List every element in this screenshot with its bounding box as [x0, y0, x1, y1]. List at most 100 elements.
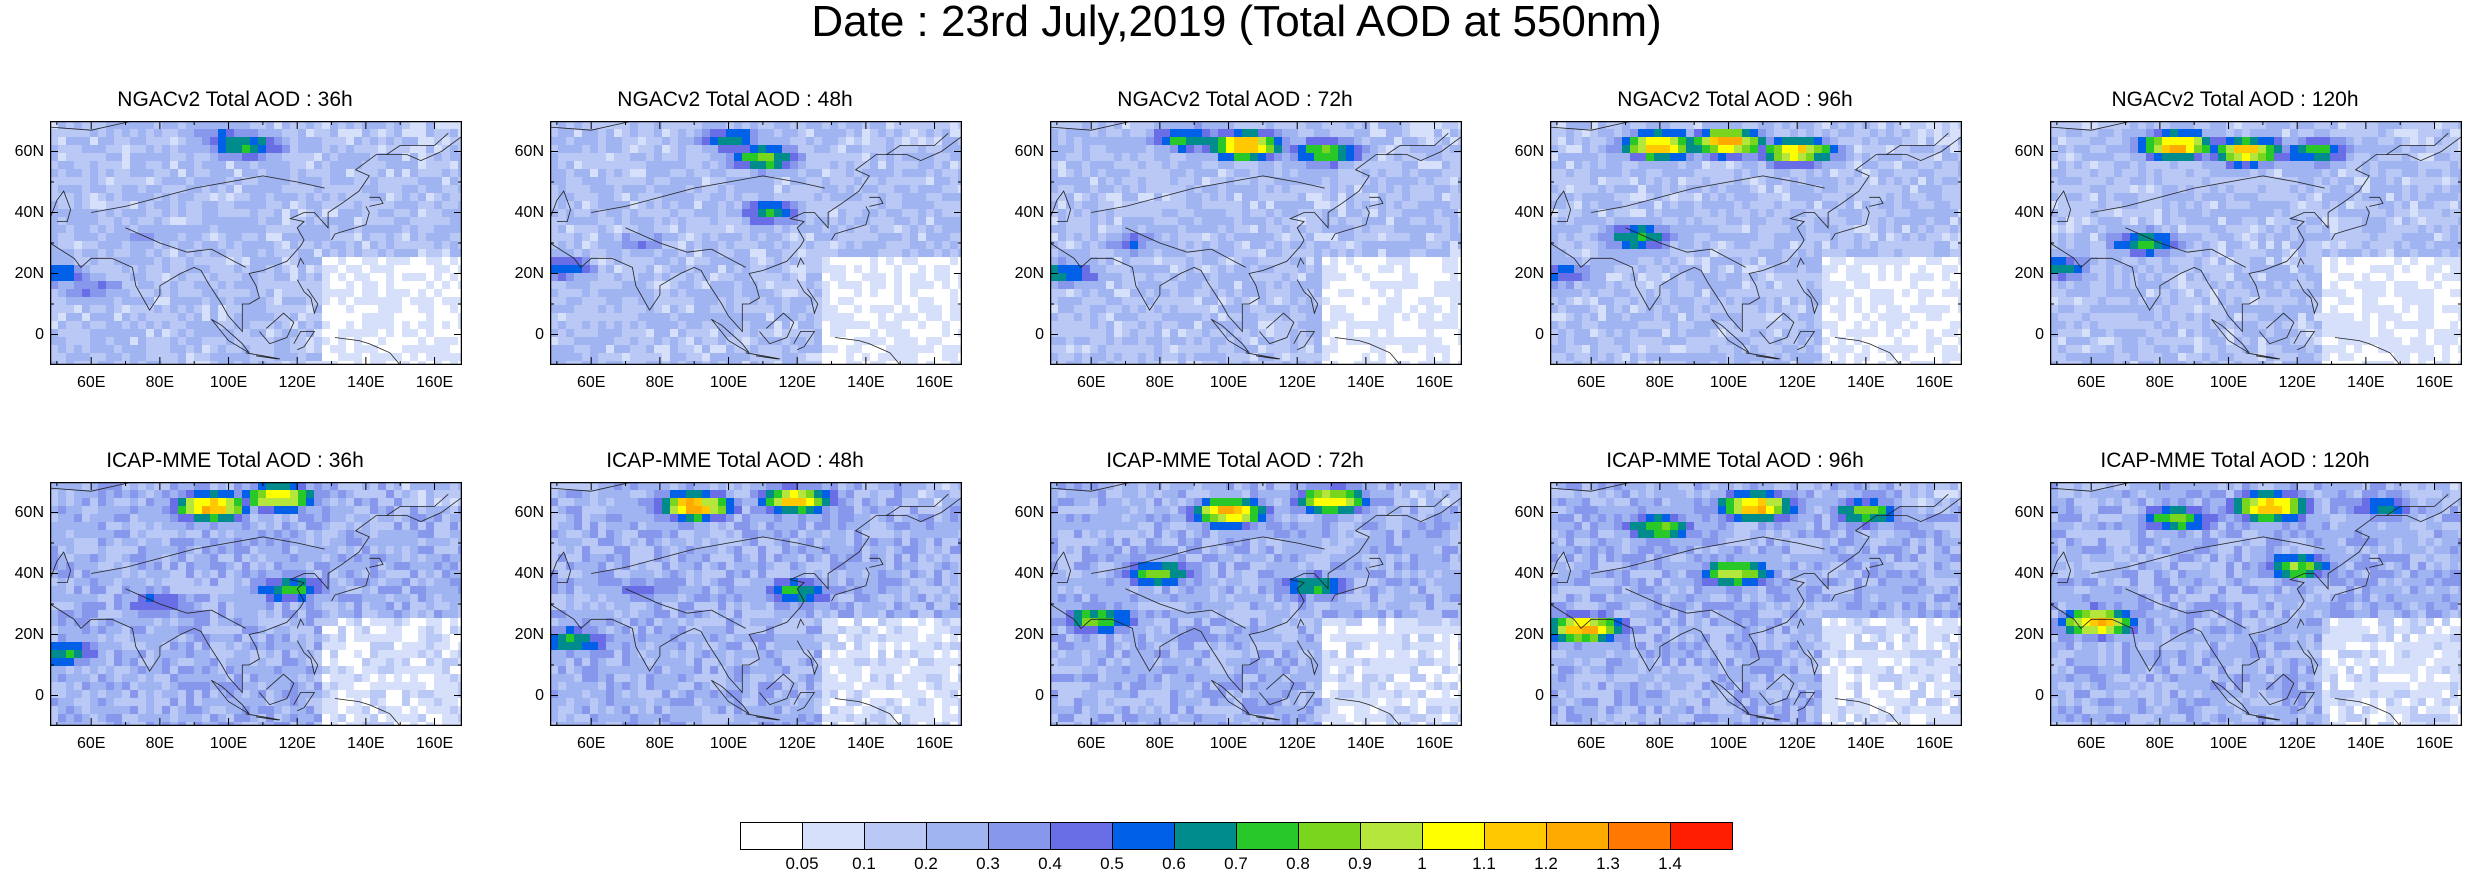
- longitude-tick-label: 160E: [915, 735, 954, 752]
- longitude-tick-label: 160E: [1415, 374, 1454, 391]
- longitude-tick-label: 160E: [1915, 735, 1954, 752]
- longitude-tick-label: 60E: [1576, 374, 1606, 391]
- latitude-tick-label: 40N: [2014, 203, 2044, 221]
- latitude-tick-label: 40N: [514, 203, 544, 221]
- longitude-tick-label: 100E: [1709, 735, 1748, 752]
- longitude-tick-label: 80E: [145, 735, 175, 752]
- latitude-tick-label: 20N: [1514, 625, 1544, 643]
- latitude-tick-label: 0: [35, 325, 44, 343]
- colorbar: 0.05 0.1 0.2 0.3 0.4 0.5 0.6 0.7 0.8 0.9 1 1.1 1.2 1.…: [740, 822, 1733, 873]
- longitude-tick-label: 60E: [2076, 735, 2106, 752]
- latitude-tick-label: 60N: [2014, 142, 2044, 160]
- latitude-tick-label: 0: [2035, 686, 2044, 704]
- latitude-tick-label: 20N: [1014, 264, 1044, 282]
- map-area: [2050, 482, 2462, 726]
- colorbar-swatch: [1360, 822, 1423, 850]
- panel-title: ICAP-MME Total AOD : 72h: [1106, 449, 1364, 472]
- latitude-tick-label: 60N: [514, 142, 544, 160]
- map-panel: NGACv2 Total AOD : 96h 60N 40N 20N 0 60E 80E 10…: [1500, 88, 1970, 408]
- map-panel: ICAP-MME Total AOD : 36h 60N 40N 20N 0 60E 80E…: [0, 449, 470, 769]
- longitude-tick-label: 160E: [2415, 735, 2454, 752]
- aod-field: [1550, 482, 1962, 726]
- longitude-tick-label: 140E: [847, 374, 885, 391]
- colorbar-swatch: [740, 822, 803, 850]
- colorbar-label: 1.4: [1658, 854, 1682, 873]
- coastlines: [1550, 482, 1962, 726]
- map-panel: ICAP-MME Total AOD : 72h 60N 40N 20N 0 60E 80E…: [1000, 449, 1470, 769]
- map-area: [1050, 121, 1462, 365]
- aod-field: [2050, 482, 2462, 726]
- longitude-tick-label: 120E: [2278, 374, 2316, 391]
- longitude-tick-label: 80E: [645, 735, 675, 752]
- panel-title: NGACv2 Total AOD : 120h: [2111, 88, 2359, 111]
- latitude-tick-label: 60N: [1014, 503, 1044, 521]
- colorbar-swatch: [802, 822, 865, 850]
- longitude-tick-label: 80E: [1145, 735, 1175, 752]
- coastlines: [550, 482, 962, 726]
- coastlines: [1050, 121, 1462, 365]
- latitude-tick-label: 60N: [14, 142, 44, 160]
- longitude-tick-label: 140E: [347, 374, 385, 391]
- map-panel: ICAP-MME Total AOD : 120h 60N 40N 20N 0 60E 80…: [2000, 449, 2470, 769]
- latitude-tick-label: 60N: [14, 503, 44, 521]
- axis-ticks: [50, 482, 462, 726]
- coastlines: [50, 121, 462, 365]
- longitude-tick-label: 60E: [1076, 374, 1106, 391]
- axis-ticks: [1550, 482, 1962, 726]
- aod-map: [1550, 482, 1962, 726]
- longitude-tick-label: 140E: [847, 735, 885, 752]
- longitude-tick-label: 120E: [1778, 735, 1816, 752]
- colorbar-swatch: [1112, 822, 1175, 850]
- latitude-tick-label: 40N: [1014, 203, 1044, 221]
- map-panel: ICAP-MME Total AOD : 48h 60N 40N 20N 0 60E 80E…: [500, 449, 970, 769]
- latitude-tick-label: 20N: [514, 625, 544, 643]
- longitude-tick-label: 80E: [1145, 374, 1175, 391]
- longitude-tick-label: 140E: [347, 735, 385, 752]
- map-panel: NGACv2 Total AOD : 72h 60N 40N 20N 0 60E 80E 10…: [1000, 88, 1470, 408]
- aod-map: [1050, 482, 1462, 726]
- longitude-tick-label: 60E: [576, 374, 606, 391]
- colorbar-swatch: [988, 822, 1051, 850]
- aod-field: [550, 482, 962, 726]
- aod-map: [50, 482, 462, 726]
- colorbar-label: 0.9: [1348, 854, 1372, 873]
- latitude-tick-label: 20N: [14, 264, 44, 282]
- colorbar-swatch: [1422, 822, 1485, 850]
- map-panel: NGACv2 Total AOD : 48h 60N 40N 20N 0 60E 80E 10…: [500, 88, 970, 408]
- longitude-tick-label: 140E: [2347, 735, 2385, 752]
- longitude-tick-label: 100E: [1209, 735, 1248, 752]
- latitude-tick-label: 20N: [2014, 264, 2044, 282]
- map-area: [1550, 482, 1962, 726]
- axis-ticks: [550, 482, 962, 726]
- aod-map: [50, 121, 462, 365]
- latitude-tick-label: 0: [1035, 325, 1044, 343]
- panel-title: NGACv2 Total AOD : 36h: [117, 88, 353, 111]
- panel-title: NGACv2 Total AOD : 72h: [1117, 88, 1353, 111]
- latitude-tick-label: 0: [1535, 325, 1544, 343]
- colorbar-swatch: [1298, 822, 1361, 850]
- longitude-tick-label: 100E: [1709, 374, 1748, 391]
- longitude-tick-label: 80E: [145, 374, 175, 391]
- panel-title: ICAP-MME Total AOD : 36h: [106, 449, 364, 472]
- aod-field: [550, 121, 962, 365]
- axis-ticks: [50, 121, 462, 365]
- longitude-tick-label: 100E: [709, 735, 748, 752]
- aod-field: [1050, 482, 1462, 726]
- longitude-tick-label: 60E: [1576, 735, 1606, 752]
- colorbar-swatch: [864, 822, 927, 850]
- aod-field: [50, 121, 462, 365]
- colorbar-swatch: [926, 822, 989, 850]
- map-area: [1050, 482, 1462, 726]
- longitude-tick-label: 80E: [1645, 374, 1675, 391]
- map-panel: ICAP-MME Total AOD : 96h 60N 40N 20N 0 60E 80E…: [1500, 449, 1970, 769]
- longitude-tick-label: 160E: [415, 374, 454, 391]
- longitude-tick-label: 100E: [209, 374, 248, 391]
- latitude-tick-label: 60N: [1514, 503, 1544, 521]
- colorbar-label: 0.1: [852, 854, 876, 873]
- longitude-tick-label: 160E: [915, 374, 954, 391]
- colorbar-label: 0.7: [1224, 854, 1248, 873]
- map-area: [1550, 121, 1962, 365]
- axis-ticks: [1550, 121, 1962, 365]
- latitude-tick-label: 0: [535, 686, 544, 704]
- latitude-tick-label: 20N: [1514, 264, 1544, 282]
